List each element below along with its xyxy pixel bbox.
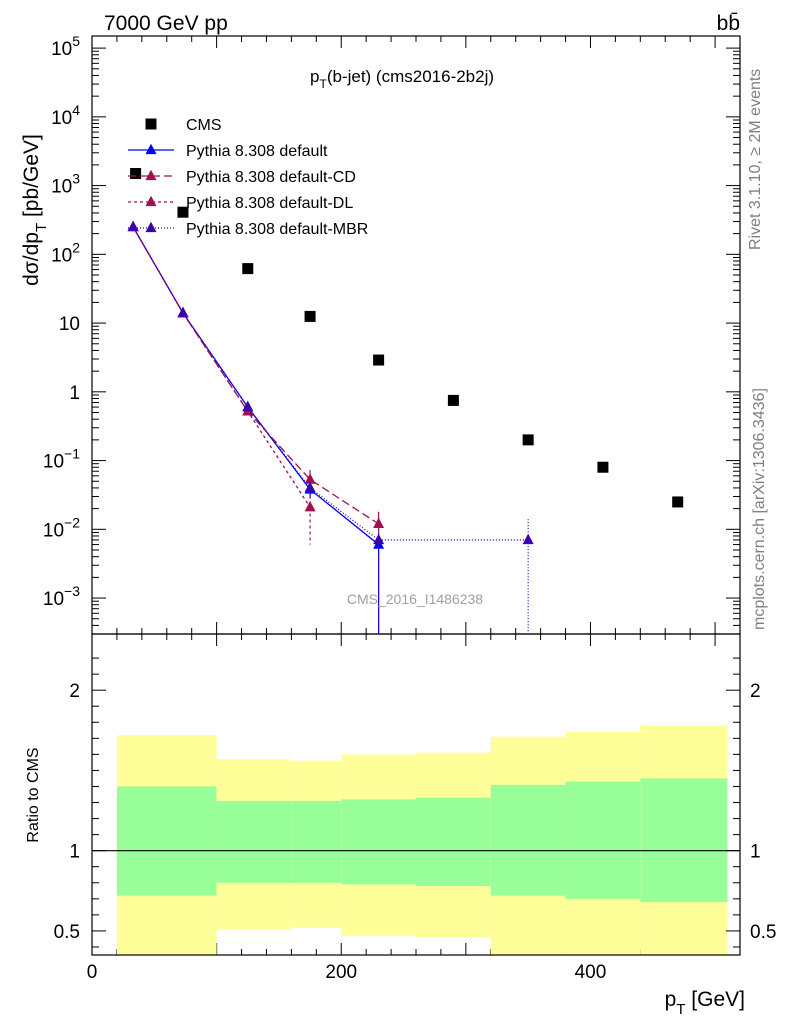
- ratio-tick-label-right: 1: [750, 842, 761, 863]
- y-axis-label: dσ/dpT [pb/GeV]: [20, 134, 50, 286]
- x-tick-label: 200: [325, 962, 357, 983]
- ratio-band-green: [116, 786, 217, 896]
- data-point: [522, 434, 534, 446]
- legend-entry: Pythia 8.308 default-CD: [186, 169, 356, 186]
- data-point: [145, 221, 157, 233]
- y-tick-label: 10−2: [43, 514, 80, 541]
- x-tick-label: 400: [575, 962, 607, 983]
- y-tick-label: 104: [51, 102, 80, 129]
- data-point: [242, 263, 254, 275]
- legend-entry: CMS: [186, 117, 222, 134]
- ratio-panel: 0.5 0.5 1 1 2 2: [54, 633, 776, 956]
- legend-entry: Pythia 8.308 default-DL: [186, 195, 353, 212]
- data-point: [373, 533, 385, 545]
- x-axis-label: pT [GeV]: [665, 988, 745, 1018]
- series-line: [132, 226, 529, 541]
- data-point: [522, 533, 534, 545]
- y-tick-label: 10: [59, 314, 80, 335]
- series-line: [132, 226, 311, 508]
- data-point: [177, 306, 189, 318]
- ratio-band-green: [416, 797, 491, 886]
- energy-label: 7000 GeV pp: [104, 12, 228, 35]
- legend-entry: Pythia 8.308 default: [186, 143, 328, 160]
- ratio-tick-label-right: 0.5: [750, 922, 776, 943]
- series-4: [127, 220, 534, 634]
- series-2: [127, 220, 385, 540]
- ratio-tick-label-left: 1: [69, 842, 80, 863]
- series-line: [132, 226, 379, 525]
- x-tick-label: 0: [87, 962, 98, 983]
- y-tick-label: 10−3: [43, 583, 80, 610]
- data-point: [373, 517, 385, 529]
- process-label: bb̄: [717, 12, 740, 35]
- data-point: [304, 473, 316, 484]
- ratio-tick-label-right: 2: [750, 681, 761, 702]
- data-point: [597, 461, 609, 473]
- data-point: [447, 394, 459, 406]
- data-point: [127, 220, 139, 232]
- data-point: [145, 143, 157, 155]
- data-point: [145, 169, 157, 181]
- y-tick-label: 1: [69, 383, 80, 404]
- legend: CMS Pythia 8.308 default Pythia 8.308 defa…: [128, 117, 368, 238]
- data-point: [145, 195, 157, 207]
- plot-title: pT(b-jet) (cms2016-2b2j): [310, 67, 494, 91]
- analysis-watermark: CMS_2016_I1486238: [347, 591, 483, 607]
- data-point: [242, 400, 254, 412]
- ratio-band-green: [490, 784, 566, 896]
- series-line: [132, 226, 380, 546]
- data-point: [672, 496, 684, 508]
- data-point: [373, 354, 385, 366]
- y-tick-label: 10−1: [43, 446, 80, 473]
- ratio-band-green: [640, 778, 728, 903]
- ratio-tick-label-left: 0.5: [54, 922, 80, 943]
- data-point: [130, 167, 142, 179]
- legend-marker: [145, 118, 157, 130]
- y-tick-label: 103: [51, 171, 80, 198]
- ratio-tick-label-left: 2: [69, 681, 80, 702]
- ratio-band-green: [291, 800, 342, 883]
- rivet-label: Rivet 3.1.10, ≥ 2M events: [747, 69, 764, 250]
- y-tick-label: 102: [51, 239, 80, 266]
- data-point: [304, 310, 316, 322]
- series-3: [127, 220, 316, 545]
- ratio-band-green: [341, 799, 416, 885]
- mcplots-label: mcplots.cern.ch [arXiv:1306.3436]: [751, 388, 768, 630]
- data-point: [304, 500, 316, 512]
- ratio-y-axis-label: Ratio to CMS: [25, 747, 42, 842]
- ratio-frame: [91, 633, 741, 956]
- ratio-band-green: [565, 781, 641, 899]
- legend-entry: Pythia 8.308 default-MBR: [186, 221, 368, 238]
- data-point: [177, 206, 189, 218]
- data-point: [304, 481, 316, 493]
- ratio-band-green: [216, 800, 292, 883]
- series-0: [130, 167, 684, 508]
- y-tick-label: 105: [51, 33, 80, 60]
